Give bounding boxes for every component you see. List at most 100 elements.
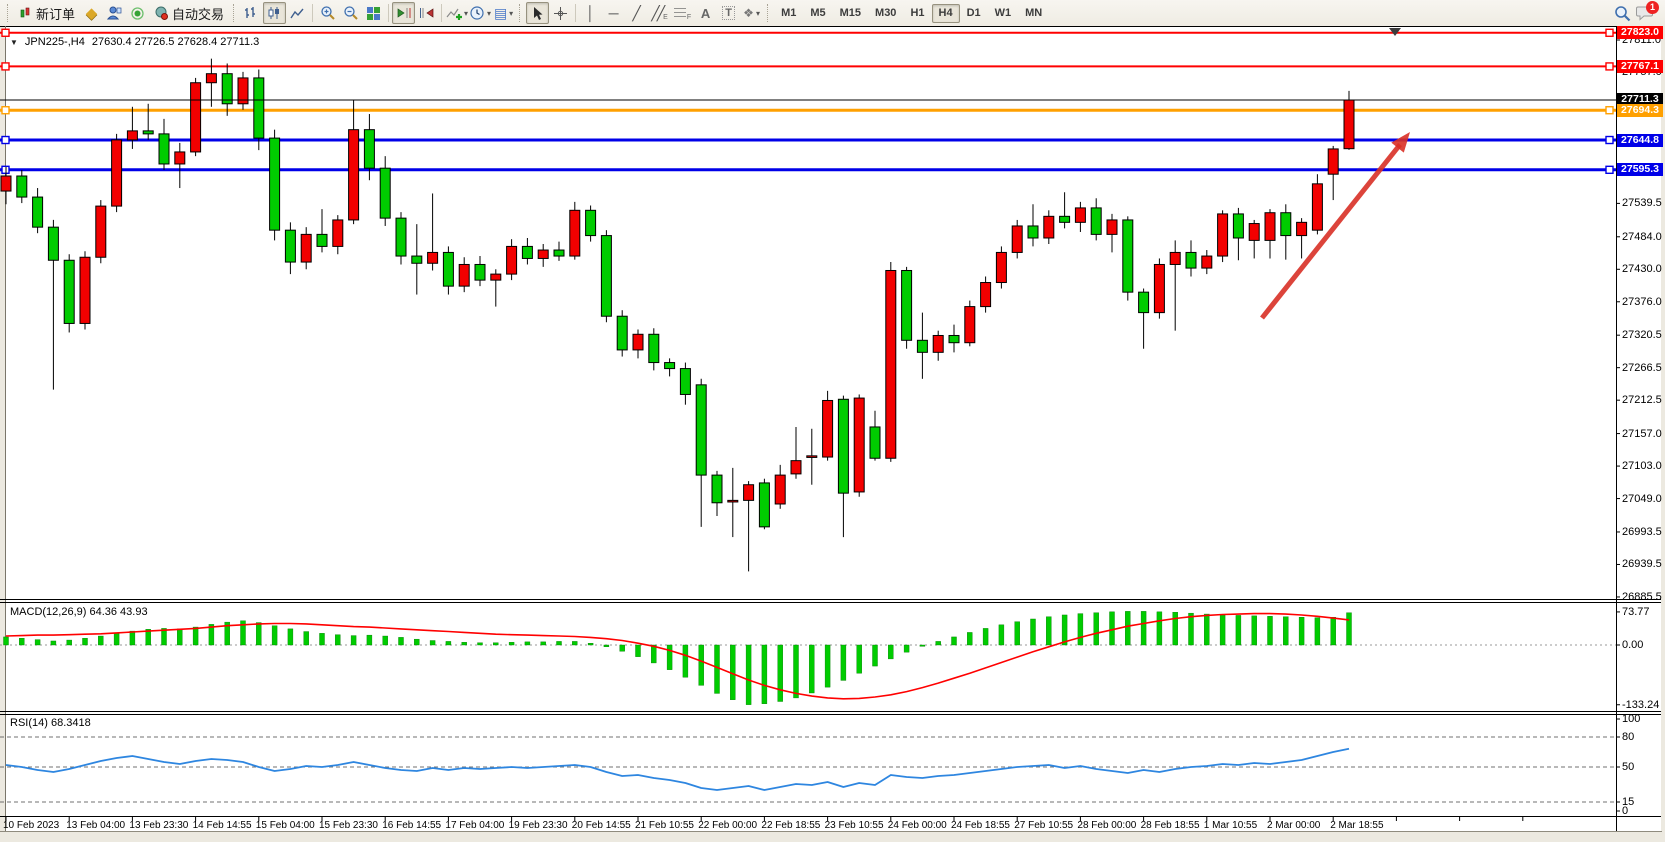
vertical-line-tool-icon[interactable]: │	[586, 5, 595, 21]
dropdown-arrow-icon[interactable]: ▾	[464, 8, 469, 18]
candle	[1059, 215, 1071, 223]
line-handle[interactable]	[1, 135, 10, 145]
auto-trading-button[interactable]: 自动交易	[149, 2, 229, 24]
macd-histogram-bar	[240, 620, 246, 646]
timeframe-button-m15[interactable]: M15	[839, 7, 862, 19]
chat-icon[interactable]: 1	[1634, 1, 1659, 24]
candlestick-chart-type-icon[interactable]	[263, 2, 287, 24]
text-label-tool-icon[interactable]: T	[717, 2, 740, 24]
candle	[1296, 221, 1308, 237]
crosshair-icon[interactable]	[549, 2, 572, 24]
macd-histogram-bar	[19, 638, 25, 646]
price-line-tag[interactable]: 27644.8	[1617, 133, 1663, 147]
timeframe-button-m30[interactable]: M30	[875, 7, 897, 19]
fibonacci-tool-icon[interactable]: F	[671, 2, 694, 24]
signal-icon[interactable]	[126, 2, 149, 24]
time-axis-label: 19 Feb 23:30	[508, 820, 568, 831]
trend-arrow[interactable]	[1260, 142, 1402, 320]
line-handle[interactable]	[1605, 165, 1614, 175]
tile-windows-icon[interactable]	[362, 2, 385, 24]
price-line-tag[interactable]: 27823.0	[1617, 26, 1663, 40]
auto-scroll-icon[interactable]	[392, 2, 416, 24]
new-order-button[interactable]: 新订单	[14, 2, 80, 24]
periods-clock-icon[interactable]: ▾	[469, 2, 492, 24]
macd-histogram-bar	[1140, 611, 1147, 646]
rsi-axis-label: 50	[1622, 761, 1635, 773]
label-tool-glyph: T	[722, 6, 735, 20]
cursor-icon[interactable]	[526, 2, 550, 24]
auto-trading-icon	[154, 6, 169, 20]
notification-badge: 1	[1646, 1, 1659, 14]
search-icon[interactable]	[1611, 2, 1634, 24]
trendline-tool-icon[interactable]: ╱	[632, 4, 641, 21]
candle	[300, 233, 312, 263]
zoom-in-icon[interactable]	[316, 2, 339, 24]
price-axis-label: 27266.5	[1622, 361, 1662, 374]
candle	[869, 426, 881, 459]
candle	[664, 362, 676, 370]
timeframe-button-d1[interactable]: D1	[966, 7, 981, 19]
macd-histogram-bar	[366, 634, 373, 646]
zoom-out-icon[interactable]	[339, 2, 362, 24]
price-line-tag[interactable]: 27595.3	[1617, 163, 1663, 177]
price-axis-label: 27157.0	[1622, 427, 1662, 440]
templates-icon[interactable]: ▤ ▾	[493, 4, 514, 21]
chart-title: ▼ JPN225-,H4 27630.4 27726.5 27628.4 277…	[10, 36, 259, 48]
price-line-tag[interactable]: 27767.1	[1617, 59, 1663, 73]
macd-histogram-bar	[113, 633, 120, 646]
dropdown-arrow-icon[interactable]: ▾	[487, 8, 492, 18]
time-axis-label: 14 Feb 14:55	[192, 820, 252, 831]
symbol-dropdown-icon[interactable]: ▼	[10, 37, 18, 47]
candle	[411, 255, 423, 264]
line-handle[interactable]	[1, 106, 10, 115]
candle	[1138, 291, 1150, 314]
data-window-icon[interactable]	[103, 2, 126, 24]
timeframe-button-w1[interactable]: W1	[994, 7, 1012, 19]
line-handle[interactable]	[1, 28, 10, 37]
timeframe-button-h1[interactable]: H1	[910, 7, 925, 19]
chart-shift-marker[interactable]	[1389, 28, 1401, 36]
candle	[1169, 251, 1181, 265]
time-axis-label: 15 Feb 23:30	[319, 820, 378, 831]
macd-histogram-bar	[1077, 613, 1084, 646]
macd-histogram-bar	[177, 628, 183, 646]
bar-chart-type-icon[interactable]	[240, 2, 263, 24]
time-axis-label: 21 Feb 10:55	[635, 820, 694, 831]
text-tool-icon[interactable]: A	[694, 2, 717, 24]
timeframe-button-mn[interactable]: MN	[1025, 7, 1043, 19]
candle	[363, 129, 375, 169]
line-handle[interactable]	[1605, 135, 1614, 145]
macd-histogram-bar	[651, 644, 657, 664]
macd-histogram-bar	[350, 635, 357, 646]
macd-axis-label: 0.00	[1622, 639, 1644, 651]
line-handle[interactable]	[1605, 62, 1614, 71]
macd-histogram-bar	[824, 644, 831, 688]
candle	[1106, 219, 1118, 235]
line-handle[interactable]	[1605, 106, 1614, 115]
channel-tool-icon[interactable]: ╱╱ E	[651, 4, 668, 22]
macd-histogram-bar	[50, 640, 57, 646]
indicators-icon[interactable]: ▾	[445, 2, 469, 24]
chart-shift-icon[interactable]	[415, 2, 438, 24]
toolbar-separator	[312, 4, 314, 22]
dropdown-arrow-icon[interactable]: ▾	[509, 8, 514, 18]
candle	[269, 137, 281, 231]
rsi-axis-label: 80	[1622, 731, 1635, 743]
timeframe-button-h4[interactable]: H4	[931, 3, 960, 23]
price-line-tag[interactable]: 27694.3	[1617, 103, 1663, 117]
horizontal-line-tool-icon[interactable]: ─	[608, 5, 619, 21]
macd-histogram-bar	[335, 634, 341, 646]
timeframe-button-m1[interactable]: M1	[781, 7, 797, 19]
market-watch-icon[interactable]: ◆	[85, 5, 98, 22]
candle	[679, 368, 691, 395]
dropdown-arrow-icon[interactable]: ▾	[755, 8, 760, 18]
macd-histogram-bar	[682, 644, 689, 678]
shapes-tool-icon[interactable]: ❖ ▾	[743, 6, 760, 20]
macd-histogram-bar	[1346, 612, 1352, 646]
line-handle[interactable]	[1, 62, 10, 71]
candle	[63, 259, 75, 324]
timeframe-button-m5[interactable]: M5	[810, 7, 826, 19]
line-chart-type-icon[interactable]	[286, 2, 309, 24]
line-handle[interactable]	[1605, 28, 1614, 37]
